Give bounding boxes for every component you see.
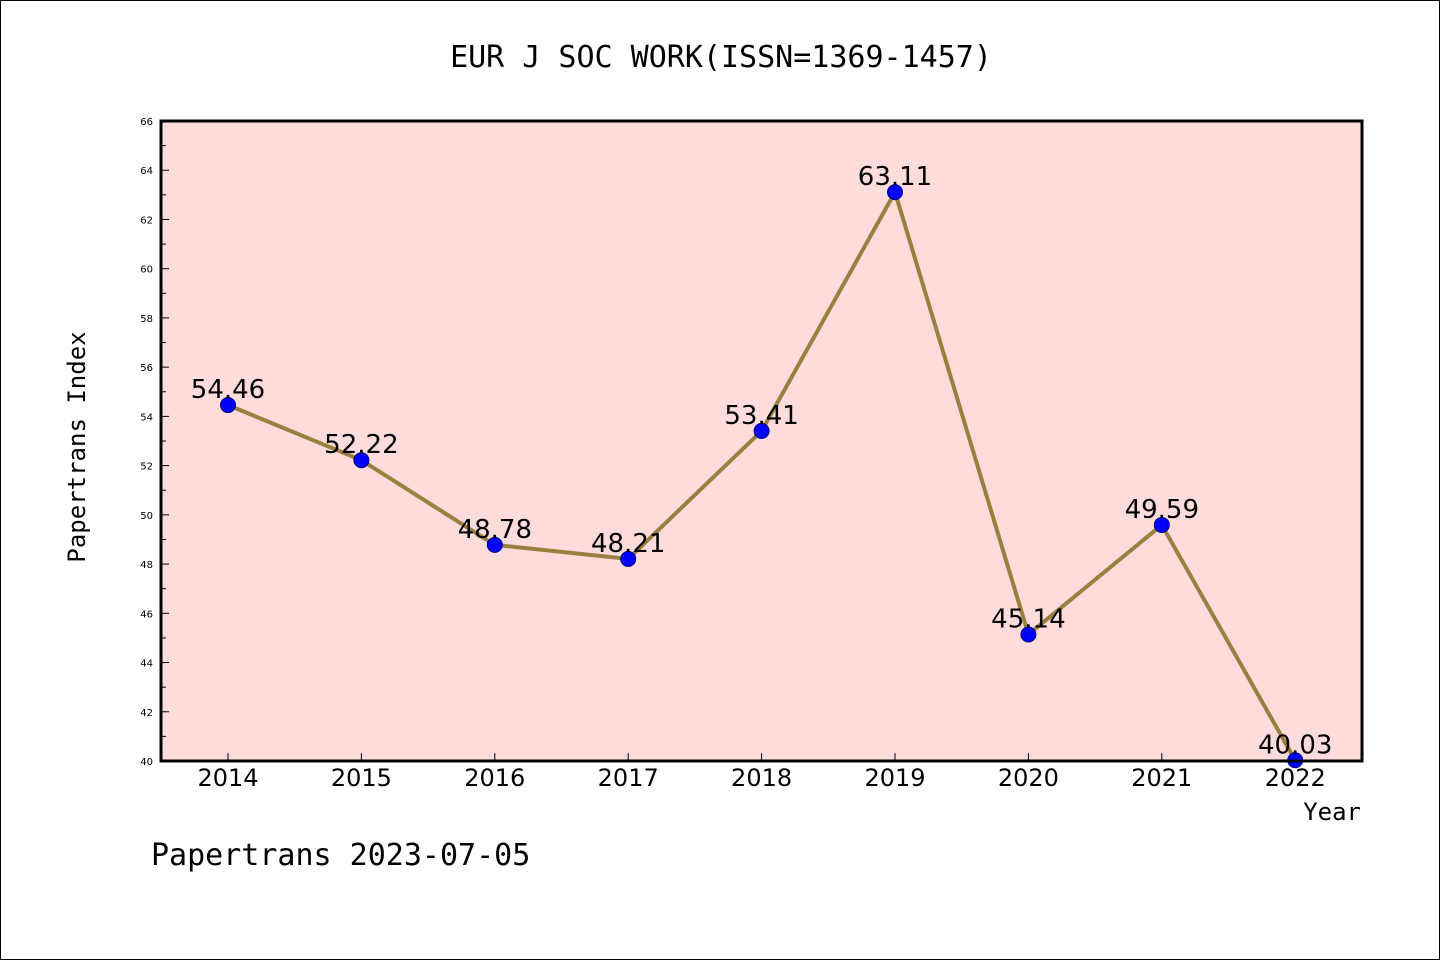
chart-title: EUR J SOC WORK(ISSN=1369-1457) bbox=[450, 40, 992, 75]
x-axis: 2014 2015 2016 2017 2018 2019 2020 2021 2022 bbox=[197, 753, 1326, 792]
data-series bbox=[220, 184, 1304, 769]
y-tick-label: 62 bbox=[140, 215, 153, 226]
data-label: 52.22 bbox=[324, 430, 398, 460]
plot-area bbox=[161, 121, 1362, 761]
data-point bbox=[1020, 626, 1037, 643]
x-tick-label: 2017 bbox=[598, 764, 659, 792]
y-tick-label: 58 bbox=[140, 314, 153, 325]
x-axis-title: Year bbox=[1303, 798, 1361, 826]
data-label: 40.03 bbox=[1258, 730, 1332, 760]
data-labels: 54.46 52.22 48.78 48.21 53.41 63.11 45.14 49.59… bbox=[191, 162, 1333, 760]
x-tick-label: 2016 bbox=[464, 764, 525, 792]
data-label: 63.11 bbox=[858, 162, 932, 192]
data-point bbox=[753, 422, 770, 439]
y-tick-label: 42 bbox=[140, 708, 153, 719]
x-tick-label: 2015 bbox=[331, 764, 392, 792]
plot-frame bbox=[159, 119, 1364, 763]
x-tick-label: 2014 bbox=[197, 764, 258, 792]
data-point bbox=[486, 536, 503, 553]
data-point bbox=[887, 184, 903, 201]
data-point bbox=[353, 452, 370, 469]
y-tick-label: 54 bbox=[140, 412, 153, 423]
x-tick-label: 2019 bbox=[864, 764, 925, 792]
y-tick-label: 44 bbox=[140, 659, 153, 670]
y-tick-label: 56 bbox=[140, 363, 153, 374]
y-tick-label: 52 bbox=[140, 462, 153, 473]
x-tick-label: 2018 bbox=[731, 764, 792, 792]
data-label: 48.21 bbox=[591, 529, 665, 559]
y-axis-title: Papertrans Index bbox=[63, 331, 91, 562]
data-label: 54.46 bbox=[191, 375, 265, 405]
x-tick-label: 2022 bbox=[1265, 764, 1326, 792]
y-tick-label: 64 bbox=[140, 166, 153, 177]
data-point bbox=[620, 550, 637, 567]
data-point bbox=[1153, 516, 1170, 533]
data-label: 45.14 bbox=[991, 604, 1065, 634]
data-label: 49.59 bbox=[1125, 495, 1199, 525]
x-tick-label: 2020 bbox=[998, 764, 1059, 792]
x-tick-label: 2021 bbox=[1131, 764, 1192, 792]
footer-text: Papertrans 2023-07-05 bbox=[151, 838, 530, 873]
y-tick-label: 46 bbox=[140, 609, 153, 620]
data-label: 48.78 bbox=[458, 515, 532, 545]
y-tick-label: 66 bbox=[140, 117, 153, 128]
y-tick-label: 48 bbox=[140, 560, 153, 571]
y-tick-label: 40 bbox=[140, 757, 153, 768]
y-tick-label: 60 bbox=[140, 265, 153, 276]
data-point bbox=[220, 397, 236, 414]
y-tick-label: 50 bbox=[140, 511, 153, 522]
data-label: 53.41 bbox=[724, 401, 798, 431]
